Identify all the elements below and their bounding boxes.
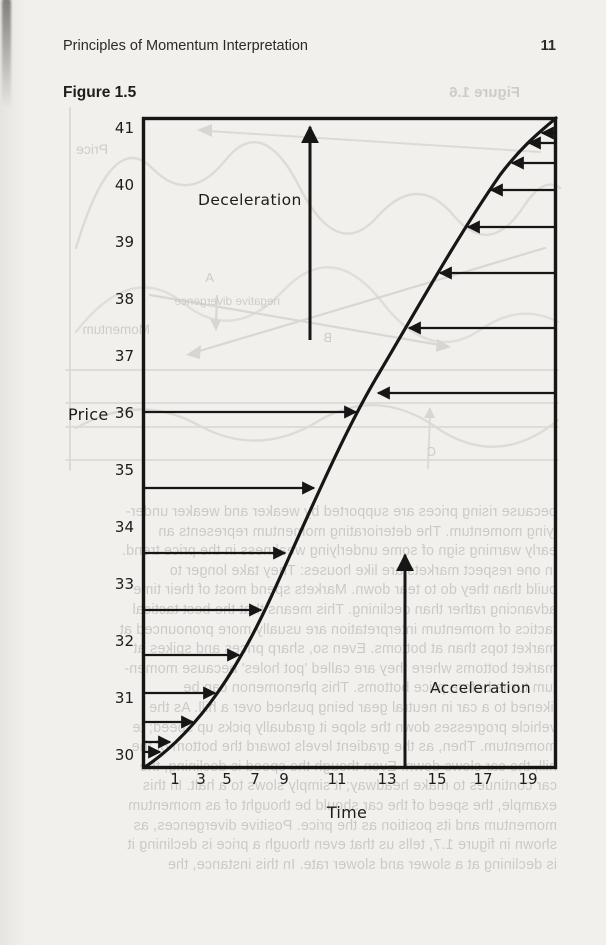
y-tick-label: 33	[114, 575, 134, 593]
x-tick-label: 3	[196, 770, 206, 788]
figure-caption-label: Figure 1.5	[63, 84, 137, 101]
running-head-title: Principles of Momentum Interpretation	[63, 38, 308, 54]
y-tick-label: 35	[114, 461, 134, 479]
x-tick-label: 5	[222, 770, 232, 788]
y-tick-label: 41	[114, 119, 134, 137]
y-tick-label: 38	[114, 290, 134, 308]
y-tick-label: 37	[114, 347, 134, 365]
y-tick-label: 32	[114, 632, 134, 650]
x-tick-label: 13	[377, 770, 397, 788]
x-tick-label: 9	[279, 770, 289, 788]
price-curve	[143, 116, 558, 769]
right-arrows	[376, 126, 555, 400]
page-header: Principles of Momentum Interpretation 11	[63, 38, 556, 58]
x-tick-label: 7	[250, 770, 260, 788]
deceleration-annotation: Deceleration	[198, 191, 302, 209]
y-tick-label: 34	[114, 518, 134, 536]
scan-corner-mark	[2, 0, 11, 108]
x-tick-label: 15	[427, 770, 447, 788]
plot-border	[141, 116, 558, 770]
y-tick-label: 31	[114, 689, 134, 707]
y-tick-label: 30	[114, 746, 134, 764]
acceleration-annotation: Acceleration	[430, 679, 532, 697]
y-tick-label: 40	[114, 176, 134, 194]
page-number: 11	[540, 38, 556, 54]
x-tick-label: 11	[327, 770, 347, 788]
y-tick-label: 36	[114, 404, 134, 422]
left-arrows	[144, 405, 358, 759]
y-axis-title: Price	[68, 405, 109, 424]
x-axis-title: Time	[326, 803, 368, 822]
x-tick-label: 17	[473, 770, 493, 788]
x-tick-label: 19	[518, 770, 538, 788]
page-edge-shadow	[0, 0, 26, 945]
y-tick-label: 39	[114, 233, 134, 251]
x-tick-label: 1	[170, 770, 180, 788]
